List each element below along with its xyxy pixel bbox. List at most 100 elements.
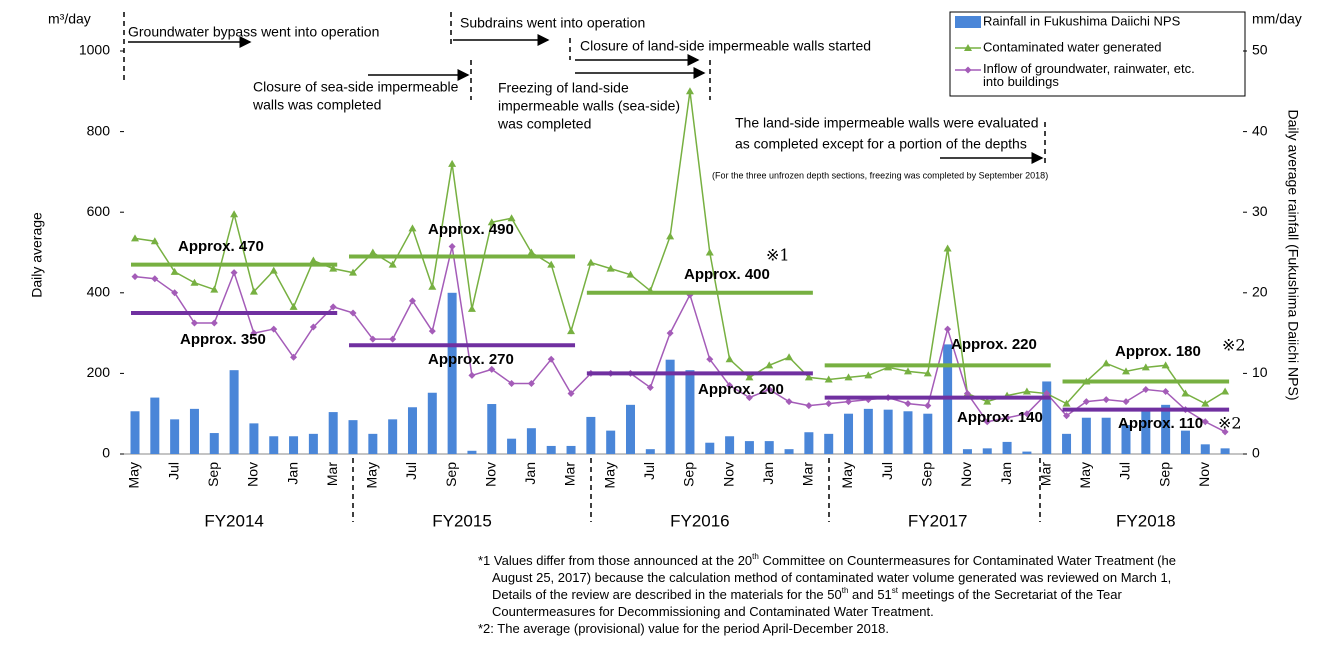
average-label: Approx. 350: [180, 331, 266, 348]
series-marker: [1161, 361, 1170, 369]
rain-bar: [1121, 424, 1131, 454]
series-marker: [923, 369, 932, 377]
y-unit: m³/day: [48, 11, 91, 27]
rain-bar: [665, 359, 675, 454]
footnote-text: Committee on Countermeasures for Contami…: [759, 553, 1176, 568]
y2-tick-label: 40: [1252, 122, 1268, 138]
series-marker: [1062, 399, 1071, 407]
series-marker: [190, 278, 199, 286]
average-label: Approx. 140: [957, 409, 1043, 426]
series-marker: [1022, 387, 1031, 395]
series-marker: [1201, 418, 1209, 426]
series-marker: [170, 267, 179, 275]
series-marker: [290, 353, 298, 361]
series-marker: [845, 398, 853, 406]
series-marker: [983, 418, 991, 426]
x-tick-label: May: [601, 462, 617, 488]
note-mark: ※1: [766, 246, 790, 265]
rain-bar: [982, 448, 992, 454]
rain-bar: [1200, 444, 1210, 454]
rain-bar: [308, 433, 318, 454]
annotation: (For the three unfrozen depth sections, …: [712, 170, 1048, 180]
rain-bar: [626, 404, 635, 454]
footnote: Details of the review are described in t…: [492, 586, 1122, 602]
average-label: Approx. 400: [684, 266, 770, 283]
rain-bar: [863, 408, 873, 454]
average-label: Approx. 490: [428, 221, 514, 238]
y2-unit: mm/day: [1252, 11, 1302, 27]
rain-bar: [348, 420, 358, 454]
series-line: [134, 246, 1226, 433]
annotation: Closure of sea-side impermeable: [253, 79, 459, 95]
series-line: [134, 91, 1226, 405]
series-marker: [368, 248, 377, 256]
series-marker: [428, 327, 436, 335]
footnote: *1 Values differ from those announced at…: [478, 552, 1176, 568]
series-marker: [329, 264, 338, 272]
annotation: Subdrains went into operation: [460, 15, 645, 31]
series-marker: [230, 269, 238, 277]
x-tick-label: Jul: [641, 462, 657, 480]
x-tick-label: Jan: [284, 462, 300, 485]
rain-bar: [487, 404, 497, 454]
series-marker: [131, 273, 139, 281]
series-marker: [666, 329, 674, 337]
footnote-sup: th: [842, 586, 849, 595]
rain-bar: [962, 449, 972, 454]
annotation: Groundwater bypass went into operation: [128, 24, 379, 40]
series-marker: [983, 397, 992, 405]
rain-bar: [1141, 409, 1151, 454]
x-tick-label: Sep: [205, 462, 221, 487]
series-marker: [745, 394, 753, 402]
annotation: Freezing of land-side: [498, 80, 629, 96]
x-tick-label: Sep: [681, 462, 697, 487]
series-marker: [488, 365, 496, 373]
series-marker: [190, 319, 198, 327]
legend-label: Inflow of groundwater, rainwater, etc. in…: [983, 61, 1195, 89]
y-tick-label: 0: [102, 445, 110, 461]
average-label: Approx. 180: [1115, 343, 1201, 360]
rain-bar: [526, 428, 536, 454]
rain-bar: [467, 450, 477, 454]
series-marker: [1201, 399, 1210, 407]
note-mark: ※2: [1218, 414, 1242, 433]
series-marker: [527, 248, 536, 256]
y2-axis-label: Daily average rainfall (Fukushima Daiich…: [1285, 110, 1301, 401]
footnote: *2: The average (provisional) value for …: [478, 621, 889, 636]
rain-bar: [586, 416, 596, 454]
x-tick-label: Jul: [403, 462, 419, 480]
rain-bar: [1180, 430, 1190, 454]
y-tick-label: 200: [87, 364, 111, 380]
series-marker: [249, 287, 258, 295]
annotation: walls was completed: [252, 97, 381, 113]
y2-tick-label: 50: [1252, 42, 1268, 58]
rain-bar: [269, 436, 279, 454]
series-marker: [527, 379, 535, 387]
series-marker: [1122, 367, 1130, 375]
fiscal-year-label: FY2017: [908, 511, 968, 530]
annotation: impermeable walls (sea-side): [498, 98, 680, 114]
rain-bar: [606, 430, 616, 454]
series-marker: [805, 402, 813, 410]
x-tick-label: Jul: [165, 462, 181, 480]
rain-bar: [784, 449, 794, 454]
footnote-sup: st: [892, 586, 899, 595]
series-marker: [250, 329, 258, 337]
series-marker: [844, 373, 853, 381]
rain-bar: [150, 397, 160, 454]
series-marker: [943, 244, 952, 252]
series-marker: [1221, 387, 1230, 395]
average-label: Approx. 470: [178, 238, 264, 255]
rain-bar: [705, 442, 715, 454]
series-marker: [626, 270, 635, 278]
rain-bar: [923, 413, 933, 454]
series-marker: [507, 214, 516, 222]
series-marker: [150, 237, 159, 245]
series-marker: [785, 398, 793, 406]
series-marker: [1221, 428, 1229, 436]
rain-bar: [744, 441, 754, 454]
series-marker: [903, 367, 912, 375]
series-marker: [567, 390, 575, 398]
rain-bar: [289, 436, 299, 454]
